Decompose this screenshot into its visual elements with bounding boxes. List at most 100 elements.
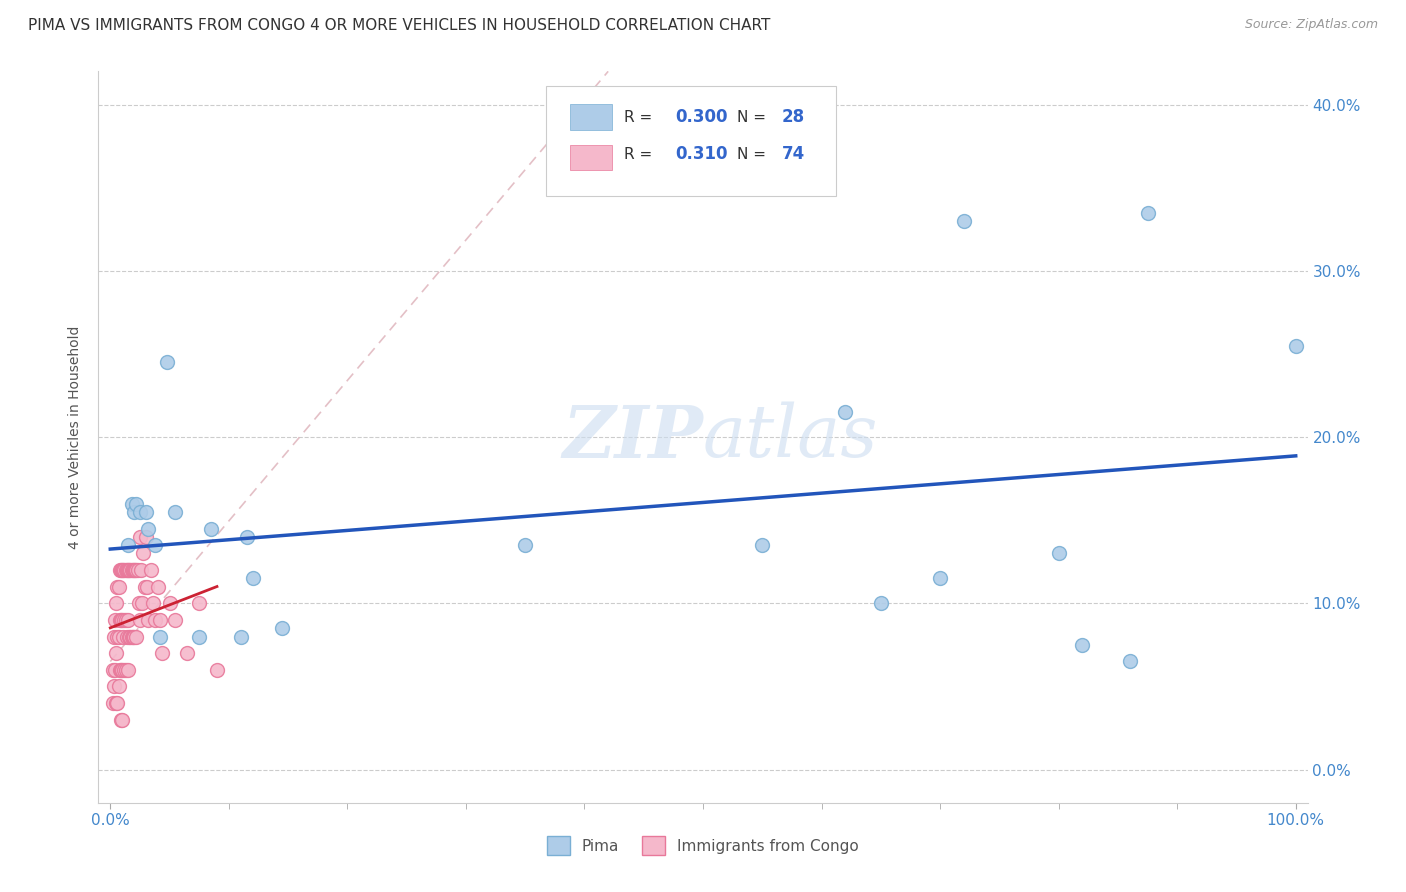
Point — [165, 505, 187, 519]
Point — [110, 663, 132, 677]
Point — [108, 613, 131, 627]
Point — [117, 663, 139, 677]
Point — [121, 563, 143, 577]
Point — [114, 663, 136, 677]
Point — [121, 497, 143, 511]
Point — [115, 563, 138, 577]
Text: N =: N = — [737, 146, 770, 161]
Point — [129, 530, 152, 544]
Point — [159, 596, 181, 610]
Point — [135, 505, 157, 519]
Point — [121, 630, 143, 644]
Point — [117, 538, 139, 552]
Point — [929, 571, 952, 585]
Point — [242, 571, 264, 585]
Point — [104, 613, 127, 627]
Point — [129, 563, 152, 577]
Point — [111, 713, 134, 727]
Point — [271, 621, 294, 635]
Point — [1047, 546, 1070, 560]
Point — [165, 613, 187, 627]
Point — [107, 680, 129, 694]
Point — [1119, 655, 1142, 669]
Point — [108, 563, 131, 577]
Point — [135, 530, 157, 544]
Point — [142, 596, 165, 610]
Point — [114, 663, 136, 677]
Text: N =: N = — [737, 110, 770, 125]
Point — [188, 596, 211, 610]
Text: R =: R = — [624, 146, 662, 161]
Point — [152, 646, 174, 660]
Point — [176, 646, 198, 660]
Point — [105, 630, 128, 644]
Point — [110, 713, 132, 727]
Point — [118, 630, 141, 644]
Point — [129, 613, 152, 627]
Point — [114, 563, 136, 577]
Text: atlas: atlas — [703, 401, 879, 473]
Point — [107, 580, 129, 594]
Point — [114, 613, 136, 627]
FancyBboxPatch shape — [569, 104, 613, 130]
Point — [104, 663, 127, 677]
Text: PIMA VS IMMIGRANTS FROM CONGO 4 OR MORE VEHICLES IN HOUSEHOLD CORRELATION CHART: PIMA VS IMMIGRANTS FROM CONGO 4 OR MORE … — [28, 18, 770, 33]
Point — [114, 563, 136, 577]
Point — [118, 563, 141, 577]
Point — [112, 563, 135, 577]
Point — [205, 663, 228, 677]
Point — [121, 630, 143, 644]
Point — [834, 405, 856, 419]
Text: 74: 74 — [782, 145, 804, 163]
Point — [103, 680, 125, 694]
Point — [188, 630, 211, 644]
Text: 28: 28 — [782, 109, 804, 127]
Point — [149, 613, 172, 627]
FancyBboxPatch shape — [546, 86, 837, 195]
Point — [105, 696, 128, 710]
Point — [149, 630, 172, 644]
Point — [122, 630, 145, 644]
Point — [143, 538, 166, 552]
Point — [146, 580, 169, 594]
Point — [125, 630, 148, 644]
Point — [111, 563, 134, 577]
Point — [751, 538, 773, 552]
Point — [143, 613, 166, 627]
Point — [105, 646, 128, 660]
Point — [115, 630, 138, 644]
Point — [110, 563, 132, 577]
Point — [108, 663, 131, 677]
Point — [952, 214, 974, 228]
Point — [136, 580, 159, 594]
Point — [127, 563, 149, 577]
Point — [869, 596, 891, 610]
Point — [128, 596, 150, 610]
Point — [156, 355, 179, 369]
Point — [125, 563, 148, 577]
Point — [112, 630, 135, 644]
Point — [139, 563, 162, 577]
Point — [101, 663, 124, 677]
Point — [131, 596, 153, 610]
Point — [136, 613, 159, 627]
Point — [111, 613, 134, 627]
Point — [103, 630, 125, 644]
Point — [121, 563, 143, 577]
Point — [105, 596, 128, 610]
Point — [515, 538, 537, 552]
Point — [101, 696, 124, 710]
Point — [1071, 638, 1094, 652]
Point — [200, 521, 222, 535]
Text: 0.310: 0.310 — [675, 145, 728, 163]
Point — [117, 563, 139, 577]
Point — [132, 546, 155, 560]
Point — [105, 696, 128, 710]
Legend: Pima, Immigrants from Congo: Pima, Immigrants from Congo — [541, 830, 865, 861]
Point — [120, 563, 142, 577]
Text: 0.300: 0.300 — [675, 109, 728, 127]
FancyBboxPatch shape — [569, 145, 613, 170]
Point — [120, 630, 142, 644]
Text: R =: R = — [624, 110, 658, 125]
Text: ZIP: ZIP — [562, 401, 703, 473]
